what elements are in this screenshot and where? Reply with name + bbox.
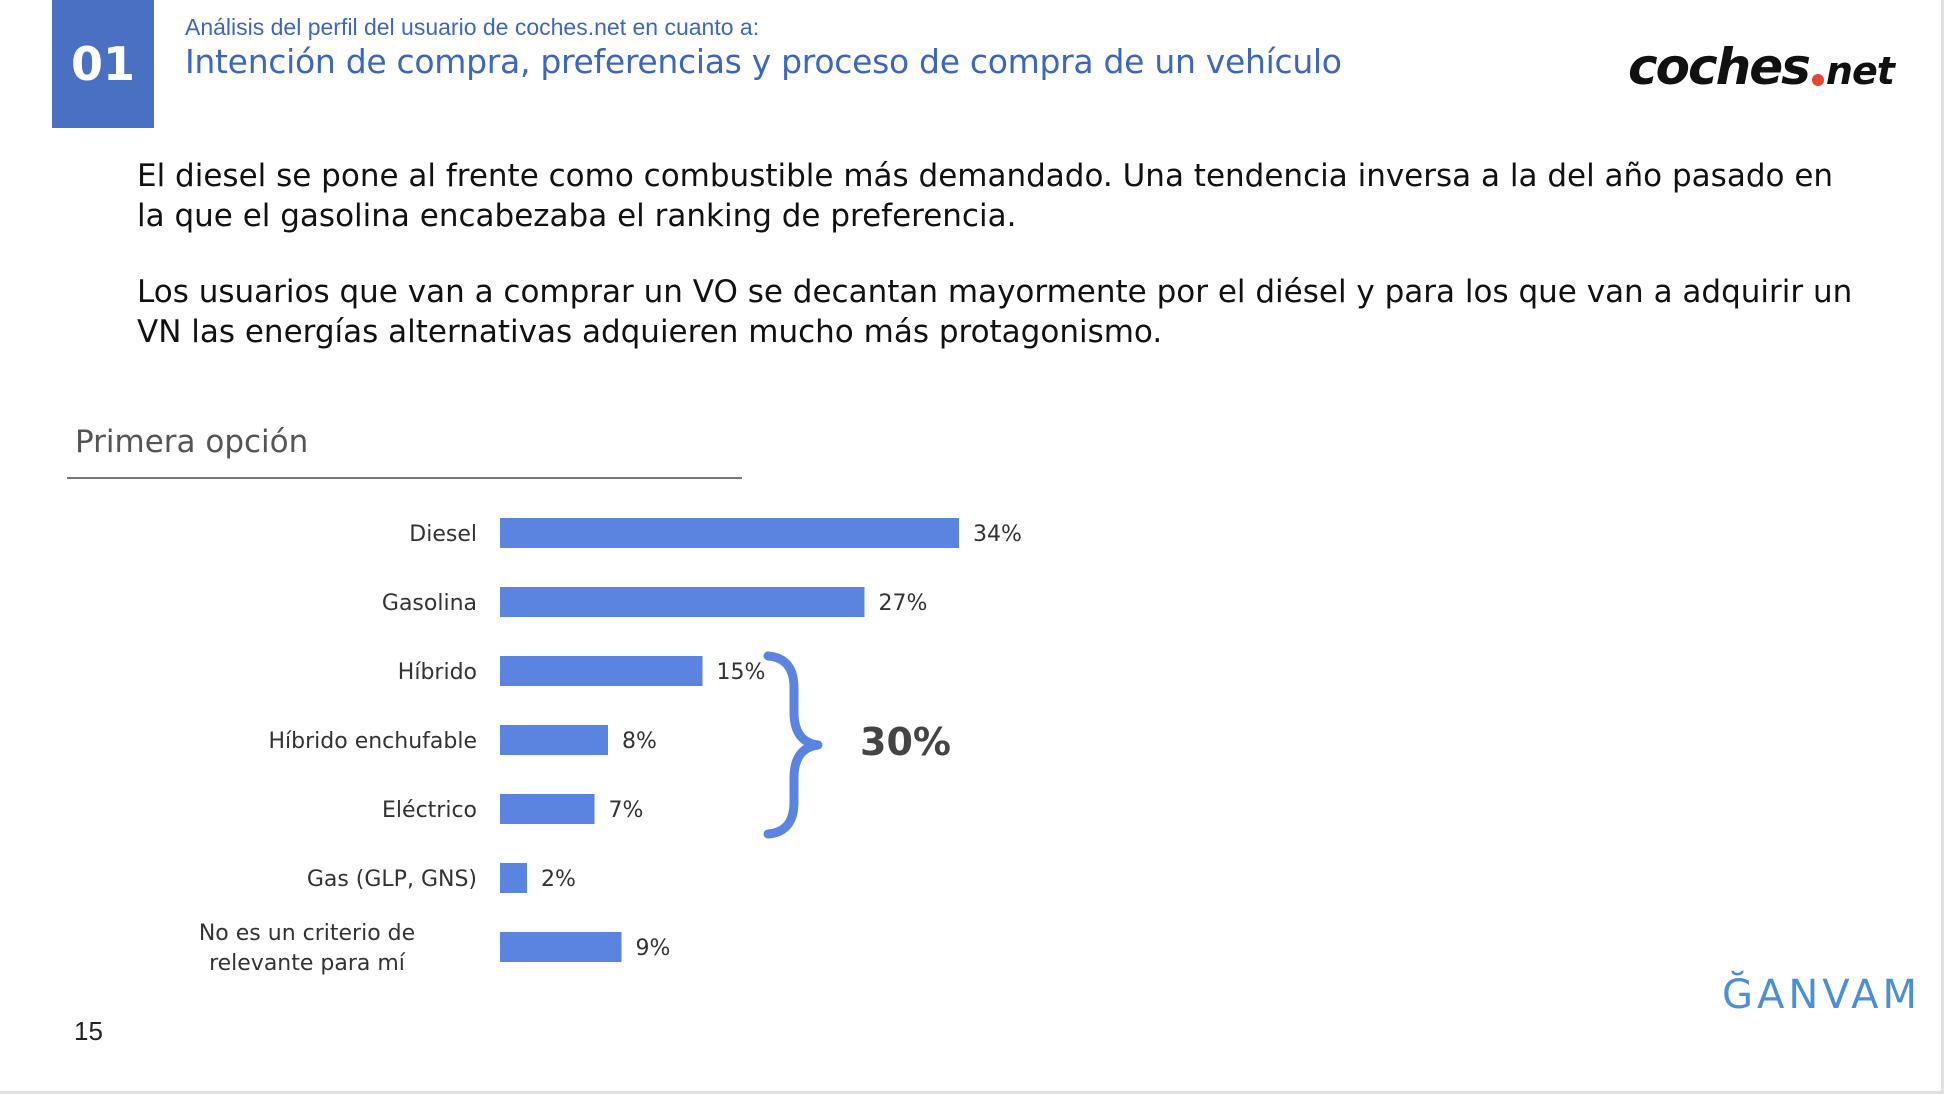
header-subtitle: Análisis del perfil del usuario de coche… [185, 14, 760, 40]
bar-3 [500, 725, 608, 755]
value-label-3: 8% [622, 729, 657, 754]
value-label-2: 15% [717, 660, 766, 685]
bar-2 [500, 656, 703, 686]
group-total-label: 30% [860, 720, 951, 764]
bar-5 [500, 863, 527, 893]
bar-6 [500, 932, 622, 962]
bar-4 [500, 794, 595, 824]
page-number: 15 [74, 1016, 103, 1046]
category-label-2: Híbrido [398, 660, 477, 685]
category-label-1: Gasolina [382, 591, 477, 616]
category-label-6: No es un criterio de relevante para mí [199, 921, 415, 976]
value-label-4: 7% [609, 798, 644, 823]
category-label-0: Diesel [409, 522, 477, 547]
value-label-0: 34% [973, 522, 1022, 547]
group-brace-icon [763, 651, 823, 839]
value-label-6: 9% [636, 936, 671, 961]
coches-net-logo: coches net [1628, 32, 1904, 102]
section-number-badge: 01 [52, 0, 154, 128]
category-label-5: Gas (GLP, GNS) [307, 867, 477, 892]
body-paragraph-2: Los usuarios que van a comprar un VO se … [137, 274, 1853, 350]
category-label-4: Eléctrico [382, 798, 477, 823]
header-title: Intención de compra, preferencias y proc… [185, 42, 1342, 81]
body-paragraph-1: El diesel se pone al frente como combust… [137, 158, 1834, 234]
section-divider [67, 477, 742, 479]
bar-0 [500, 518, 959, 548]
bars-layer: Diesel 34% Gasolina 27% Híbrido 15% Híbrido en… [199, 518, 1022, 976]
logo-main-text: coches [1628, 38, 1811, 96]
logo-dot-icon [1811, 74, 1824, 86]
bar-1 [500, 587, 865, 617]
logo-tld-text: net [1825, 49, 1895, 93]
category-label-3: Híbrido enchufable [269, 729, 478, 754]
ganvam-logo: ĞANVAM [1722, 972, 1921, 1018]
value-label-5: 2% [541, 867, 576, 892]
value-label-1: 27% [879, 591, 928, 616]
chart-section-label: Primera opción [75, 424, 309, 460]
